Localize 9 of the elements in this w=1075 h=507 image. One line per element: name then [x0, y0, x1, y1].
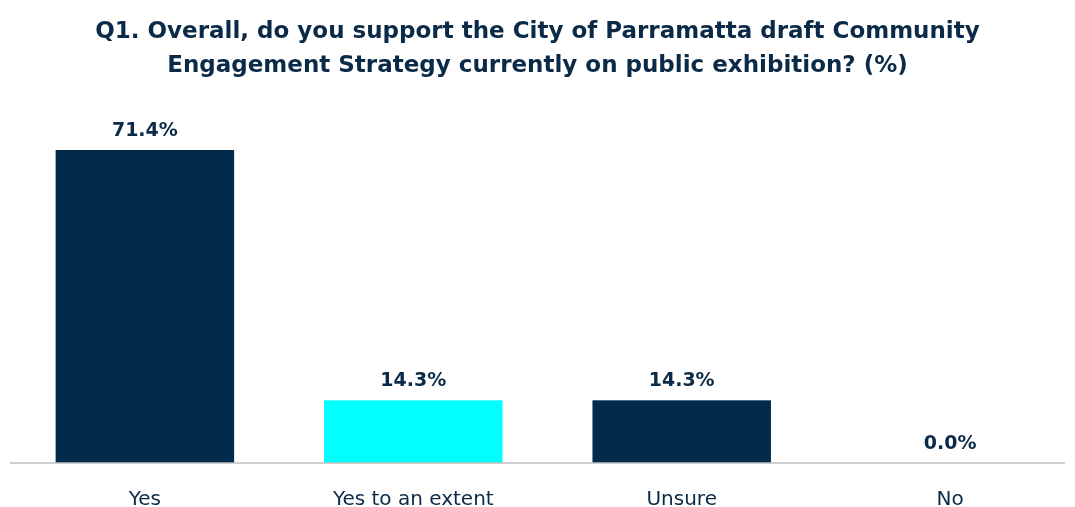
chart-title: Q1. Overall, do you support the City of Parramatta draft Community Engagement Strategy currently on public exhibition? (%): [95, 17, 980, 77]
data-label: 0.0%: [923, 431, 977, 453]
x-tick-label: Yes: [127, 486, 162, 507]
x-tick-label: Yes to an extent: [331, 486, 494, 507]
x-tick-label: Unsure: [646, 486, 717, 507]
x-tick-label: No: [936, 486, 964, 507]
data-label: 14.3%: [648, 368, 715, 391]
data-label: 14.3%: [380, 368, 447, 391]
data-label: 71.4%: [111, 118, 178, 140]
